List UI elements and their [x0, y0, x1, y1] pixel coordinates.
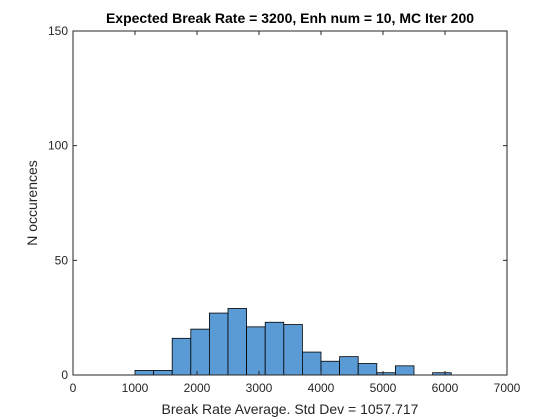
y-axis-label: N occurences [24, 160, 40, 246]
histogram-bar [190, 328, 210, 376]
histogram-bar [320, 360, 341, 376]
plot-area [73, 31, 507, 375]
x-tick-label: 3000 [246, 381, 273, 395]
chart-title: Expected Break Rate = 3200, Enh num = 10… [106, 10, 474, 26]
histogram-bar [301, 351, 322, 376]
histogram-bar [339, 356, 359, 376]
x-tick-label: 2000 [184, 381, 211, 395]
histogram-bar [246, 326, 266, 376]
y-tick-label: 50 [55, 253, 69, 267]
histogram-bars [134, 308, 452, 376]
x-tick-label: 0 [70, 381, 77, 395]
x-tick-label: 4000 [308, 381, 335, 395]
histogram-bar [134, 370, 155, 376]
axes-box [72, 30, 508, 376]
histogram-bar [153, 370, 173, 376]
y-tick-label: 0 [61, 368, 68, 382]
y-axis-ticks: 0 50 100 150 [48, 24, 507, 382]
histogram-bar [283, 324, 303, 376]
x-axis-label: Break Rate Average. Std Dev = 1057.717 [162, 401, 419, 417]
y-tick-label: 150 [48, 24, 68, 38]
x-axis-ticks: 0 1000 2000 3000 4000 5000 6000 7000 [70, 31, 521, 395]
histogram-bar [264, 321, 285, 376]
x-tick-label: 6000 [432, 381, 459, 395]
x-tick-label: 5000 [370, 381, 397, 395]
x-tick-label: 1000 [122, 381, 149, 395]
histogram-bar [357, 363, 378, 376]
histogram-bar [208, 312, 229, 376]
histogram-bar [171, 337, 192, 376]
y-tick-label: 100 [48, 139, 68, 153]
histogram-bar [394, 365, 415, 376]
histogram-bar [227, 308, 248, 376]
x-tick-label: 7000 [494, 381, 521, 395]
